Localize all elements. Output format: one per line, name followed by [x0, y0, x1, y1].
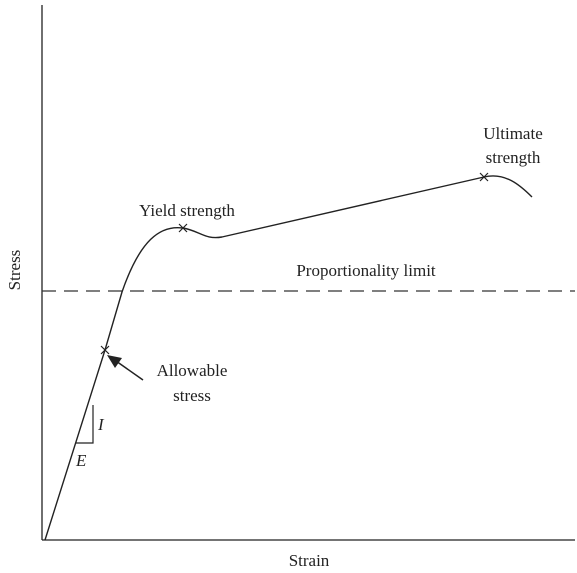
- slope-triangle: [76, 405, 94, 444]
- markers: [100, 172, 489, 355]
- yield-label: Yield strength: [139, 201, 235, 220]
- slope-run-label: E: [75, 451, 87, 470]
- arrow-shaft: [115, 360, 144, 381]
- ultimate-label: strength: [486, 148, 541, 167]
- ultimate-marker: [479, 172, 489, 182]
- y-axis-label: Stress: [5, 250, 24, 291]
- proportionality-label: Proportionality limit: [296, 261, 436, 280]
- stress-strain-curve: [44, 175, 533, 541]
- allowable-marker: [100, 345, 110, 355]
- x-axis-label: Strain: [289, 551, 330, 570]
- ultimate-label: Ultimate: [483, 124, 542, 143]
- arrow-head: [107, 355, 122, 368]
- allowable-label: stress: [173, 386, 211, 405]
- slope-rise-label: I: [97, 415, 105, 434]
- yield-marker: [178, 223, 188, 233]
- allowable-label: Allowable: [157, 361, 228, 380]
